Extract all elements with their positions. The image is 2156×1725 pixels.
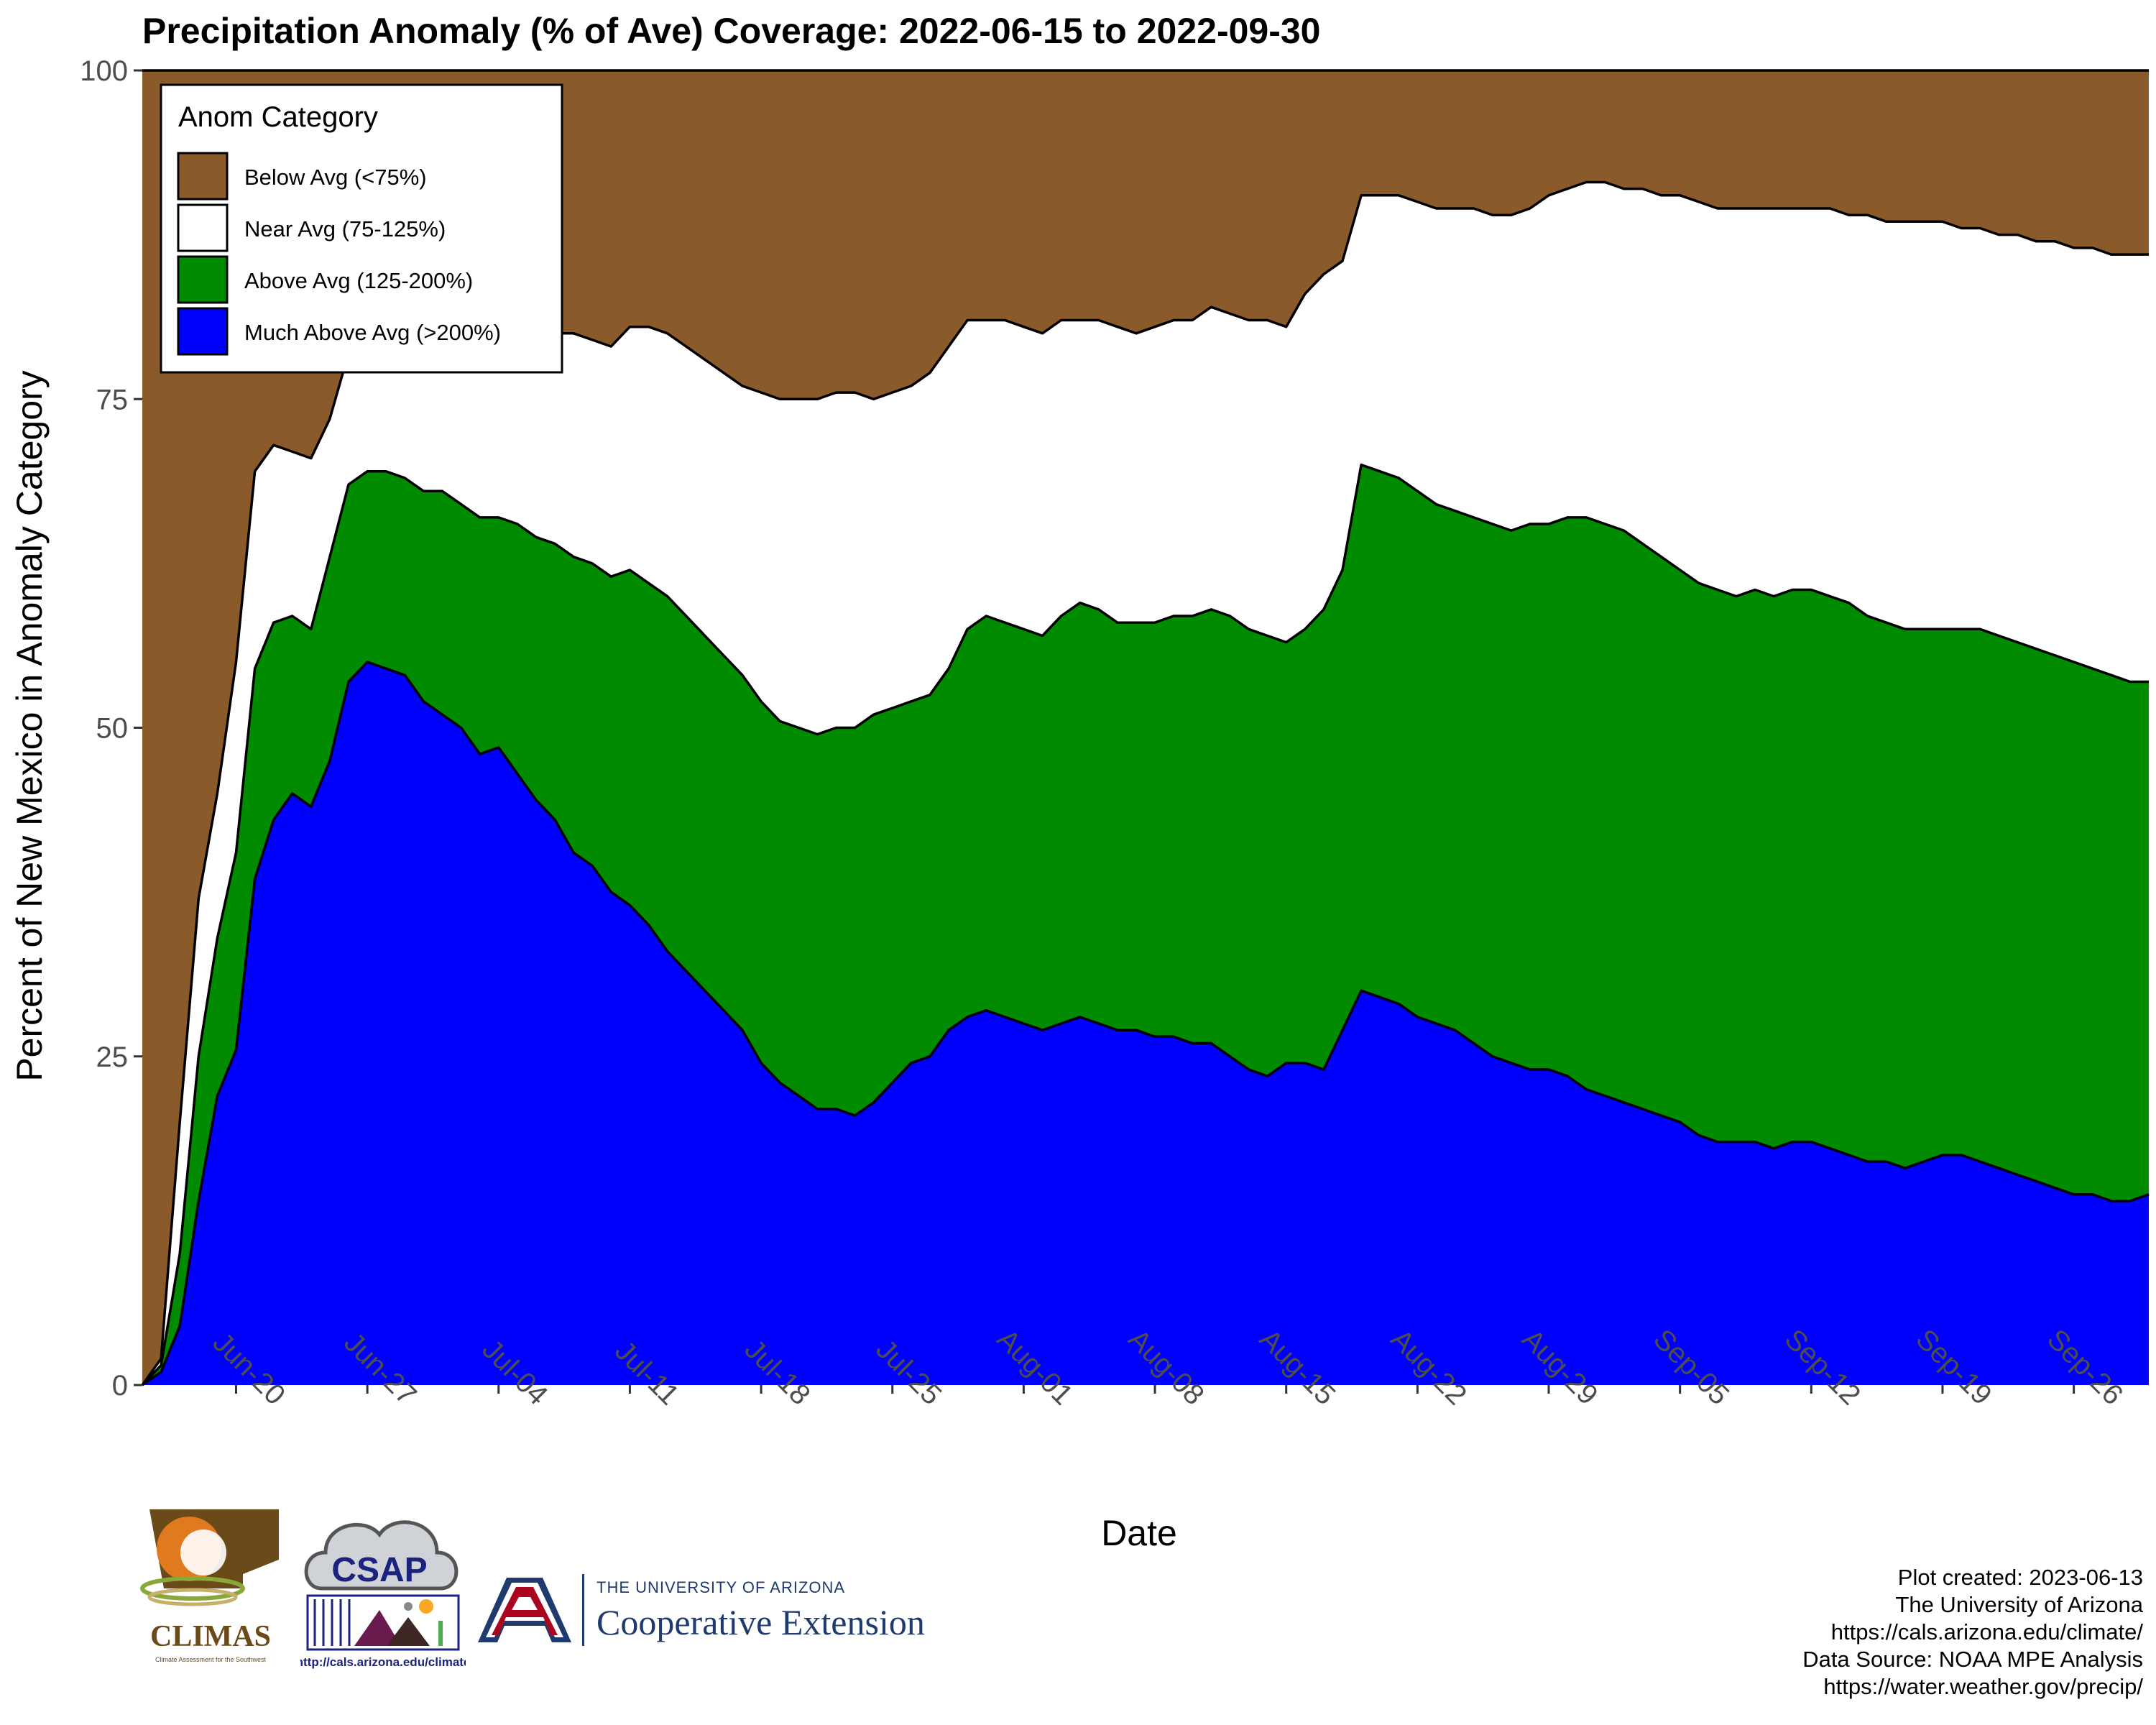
credit-line: https://cals.arizona.edu/climate/: [1830, 1619, 2143, 1644]
legend-entry-label: Above Avg (125-200%): [244, 268, 473, 293]
y-tick-label: 0: [112, 1370, 128, 1402]
y-tick-label: 75: [96, 384, 129, 415]
y-tick-label: 100: [80, 55, 128, 87]
credit-line: Data Source: NOAA MPE Analysis: [1802, 1647, 2143, 1672]
credit-line: The University of Arizona: [1895, 1592, 2143, 1617]
credit-line: https://water.weather.gov/precip/: [1823, 1674, 2143, 1699]
x-axis-label: Date: [1101, 1513, 1177, 1553]
chart-title: Precipitation Anomaly (% of Ave) Coverag…: [142, 11, 1321, 51]
csap-logo: CSAP http://cals.arizona.edu/climate: [296, 1502, 470, 1675]
y-tick-label: 25: [96, 1041, 129, 1073]
ua-divider: [582, 1574, 584, 1646]
university-of-arizona-logo: THE UNIVERSITY OF ARIZONA Cooperative Ex…: [474, 1567, 1049, 1653]
legend-swatch: [177, 152, 229, 201]
legend-swatch: [177, 307, 229, 356]
credit-line: Plot created: 2023-06-13: [1897, 1565, 2143, 1590]
csap-logo-text: CSAP: [331, 1551, 427, 1589]
legend-swatch: [177, 203, 229, 252]
csap-logo-url: http://cals.arizona.edu/climate: [300, 1655, 466, 1669]
y-tick-label: 50: [96, 713, 129, 745]
y-axis: 0 25 50 75 100: [80, 55, 142, 1402]
legend-title: Anom Category: [178, 101, 378, 133]
climas-logo-text: CLIMAS: [150, 1620, 271, 1653]
series-line: [141, 463, 2149, 1386]
climas-logo: CLIMAS Climate Assessment for the Southw…: [135, 1502, 286, 1672]
area-much-above-avg: [142, 662, 2149, 1385]
legend: Anom Category Below Avg (<75%) Near Avg (7…: [160, 83, 563, 374]
ua-name-text: THE UNIVERSITY OF ARIZONA: [596, 1578, 846, 1596]
credits: Plot created: 2023-06-13 The University …: [1802, 1564, 2143, 1701]
legend-entry-label: Much Above Avg (>200%): [244, 320, 501, 345]
cooperative-extension-text: Cooperative Extension: [596, 1602, 925, 1642]
climas-logo-subtext: Climate Assessment for the Southwest: [155, 1656, 267, 1663]
y-axis-label: Percent of New Mexico in Anomaly Categor…: [9, 370, 50, 1081]
series-line: [141, 661, 2150, 1386]
legend-entry-label: Near Avg (75-125%): [244, 216, 446, 242]
legend-swatch: [177, 255, 229, 304]
legend-entry-label: Below Avg (<75%): [244, 165, 427, 190]
